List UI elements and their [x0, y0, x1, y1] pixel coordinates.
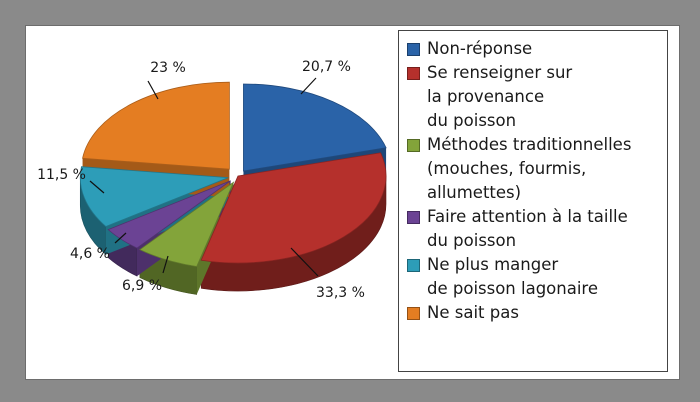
data-label-2: 6,9 % [122, 278, 162, 294]
legend-swatch [407, 139, 420, 152]
leader-line-5 [147, 80, 159, 100]
legend-label: Non-réponse [427, 39, 533, 58]
legend-label: Se renseigner sur la provenance du poiss… [427, 63, 573, 130]
pie-chart: 20,7 % 33,3 % 6,9 % 4,6 % 11,5 % 23 % [37, 59, 387, 301]
legend-swatch [407, 259, 420, 272]
legend-label: Ne plus manger de poisson lagonaire [427, 255, 599, 298]
pie-slice-3 [107, 180, 231, 249]
legend-label: Faire attention à la taille du poisson [427, 207, 628, 250]
chart-panel: 20,7 % 33,3 % 6,9 % 4,6 % 11,5 % 23 % Non-rép… [25, 25, 680, 380]
leader-line-1 [290, 247, 319, 277]
legend-item: Méthodes traditionnelles (mouches, fourm… [407, 133, 661, 205]
leader-line-2 [162, 255, 169, 274]
data-label-5: 23 % [150, 60, 186, 76]
pie-slice-1 [200, 152, 387, 264]
data-label-4: 11,5 % [37, 167, 86, 183]
leader-line-3 [114, 232, 127, 244]
leader-line-4 [89, 180, 105, 194]
data-label-0: 20,7 % [302, 59, 351, 75]
legend-item: Ne sait pas [407, 301, 661, 325]
leader-line-0 [300, 77, 317, 95]
pie-slice-4 [79, 166, 229, 227]
legend-label: Méthodes traditionnelles (mouches, fourm… [427, 135, 632, 202]
legend: Non-réponse Se renseigner sur la provenan… [398, 30, 668, 372]
legend-item: Non-réponse [407, 37, 661, 61]
legend-item: Se renseigner sur la provenance du poiss… [407, 61, 661, 133]
legend-swatch [407, 43, 420, 56]
legend-item: Faire attention à la taille du poisson [407, 205, 661, 253]
legend-swatch [407, 307, 420, 320]
data-label-1: 33,3 % [316, 285, 365, 301]
pie-slice-0 [243, 83, 387, 172]
pie-slice-5 [82, 81, 230, 170]
legend-swatch [407, 67, 420, 80]
legend-swatch [407, 211, 420, 224]
data-label-3: 4,6 % [70, 246, 110, 262]
legend-label: Ne sait pas [427, 303, 519, 322]
legend-item: Ne plus manger de poisson lagonaire [407, 253, 661, 301]
